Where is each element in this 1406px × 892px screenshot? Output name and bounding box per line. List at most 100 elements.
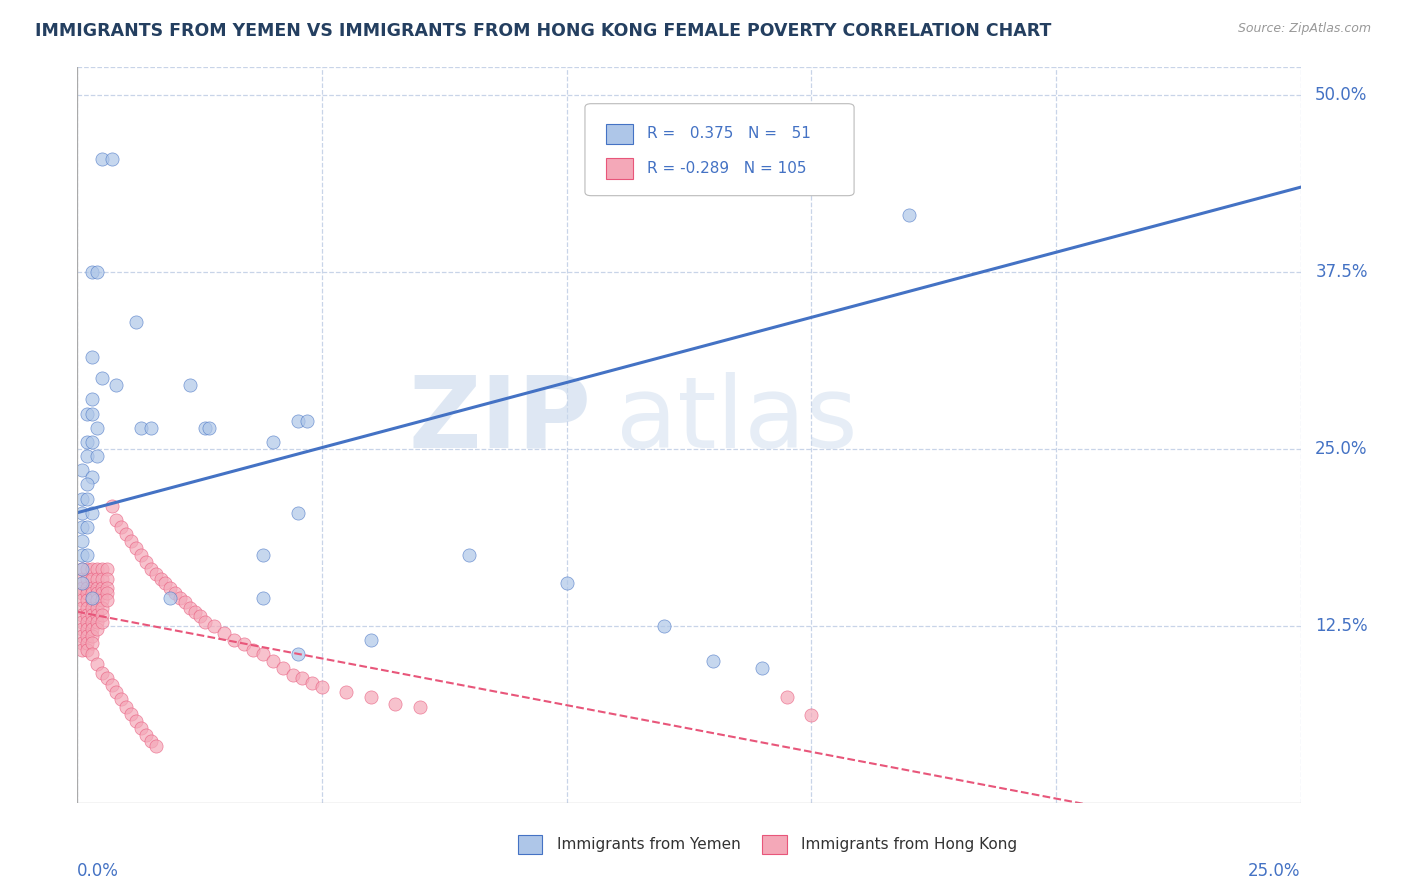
Point [291,671,314,685]
Point [80,600,103,615]
Point [86,449,108,463]
Point [222,633,245,648]
Point [70,600,93,615]
Point [105,378,128,392]
Point [135,728,157,742]
Point [129,421,152,435]
Point [80,470,103,484]
Point [70,491,93,506]
Point [90,581,112,595]
Point [149,572,172,586]
Point [90,600,112,615]
Point [86,572,108,586]
Point [287,647,309,661]
Point [555,576,578,591]
Point [457,548,479,562]
Point [145,566,167,581]
Text: Immigrants from Yemen: Immigrants from Yemen [557,838,741,852]
Point [86,622,108,636]
Point [96,593,118,607]
Point [110,520,132,534]
Point [105,513,128,527]
Point [360,690,382,704]
Point [76,636,98,650]
Point [335,685,357,699]
Point [76,629,98,643]
Point [80,562,103,576]
Point [159,591,181,605]
Point [125,315,148,329]
Point [90,572,112,586]
Point [76,607,98,622]
Point [100,499,122,513]
Point [100,152,122,166]
Point [80,581,103,595]
Point [174,595,197,609]
Point [262,654,284,668]
Point [110,692,132,706]
Point [86,265,108,279]
Point [125,541,148,555]
FancyBboxPatch shape [606,124,633,145]
Point [169,591,191,605]
Point [139,421,162,435]
Point [80,607,103,622]
Point [262,434,284,449]
Point [70,520,93,534]
Point [80,392,103,407]
Point [76,491,98,506]
Point [654,619,676,633]
Point [96,581,118,595]
Point [76,407,98,421]
Point [145,739,167,754]
Point [76,520,98,534]
Point [76,477,98,491]
Point [139,733,162,747]
Text: 25.0%: 25.0% [1249,863,1301,880]
Point [384,697,406,711]
Point [297,414,319,428]
Point [252,591,274,605]
Point [76,615,98,629]
Text: 25.0%: 25.0% [1315,440,1368,458]
Point [90,562,112,576]
Point [76,643,98,657]
Point [70,572,93,586]
Point [139,562,162,576]
Point [90,152,112,166]
Point [90,665,112,680]
Point [80,647,103,661]
Point [311,680,333,694]
Point [360,633,382,648]
Text: 37.5%: 37.5% [1315,263,1368,281]
Point [96,562,118,576]
Point [115,527,138,541]
FancyBboxPatch shape [585,103,853,195]
Point [80,572,103,586]
Point [70,576,93,591]
Point [96,671,118,685]
Point [100,678,122,692]
Point [80,350,103,364]
Point [70,586,93,600]
Point [90,586,112,600]
Text: Immigrants from Hong Kong: Immigrants from Hong Kong [801,838,1018,852]
Point [70,562,93,576]
Point [86,581,108,595]
Point [76,434,98,449]
Point [155,576,177,591]
Point [105,685,128,699]
Point [188,609,211,624]
Point [76,622,98,636]
Point [702,654,724,668]
Point [70,562,93,576]
Point [76,572,98,586]
Point [80,407,103,421]
Point [96,572,118,586]
Text: 0.0%: 0.0% [77,863,120,880]
Point [120,533,142,548]
Point [800,708,823,723]
Point [86,562,108,576]
Point [159,581,181,595]
Point [179,600,201,615]
